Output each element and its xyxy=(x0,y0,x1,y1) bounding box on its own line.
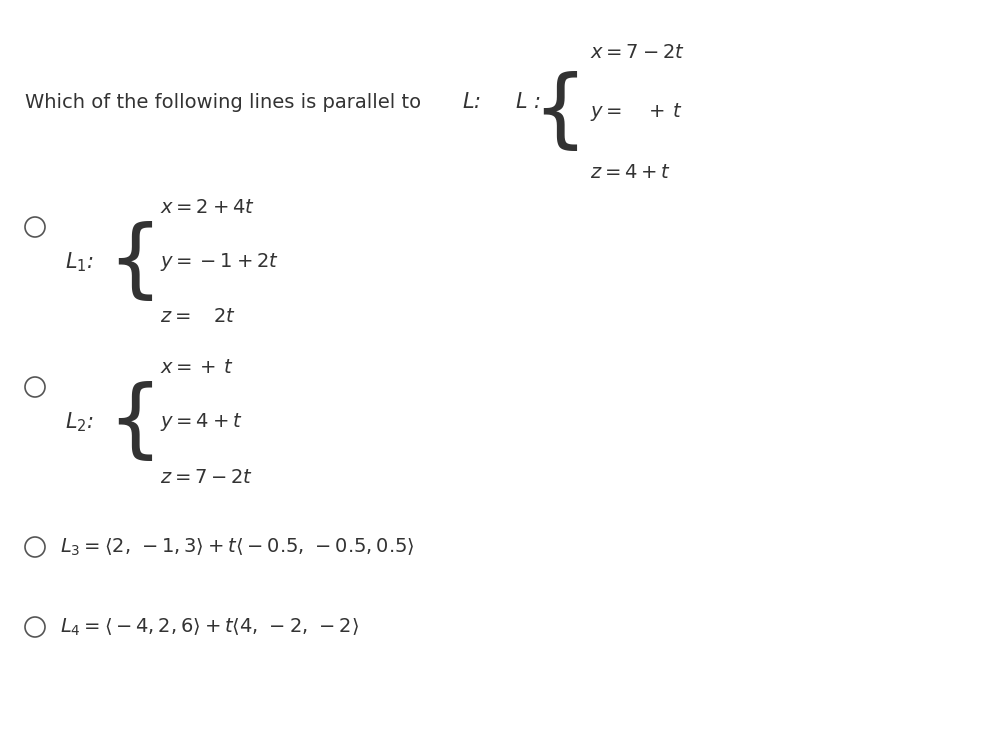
Text: {: { xyxy=(108,381,162,463)
Text: $x = +\,t$: $x = +\,t$ xyxy=(160,357,233,376)
Text: $L_3 = \langle 2,\,-1,3\rangle + t\langle -0.5,\,-0.5,0.5\rangle$: $L_3 = \langle 2,\,-1,3\rangle + t\langl… xyxy=(60,537,415,558)
Text: $z = \quad 2t$: $z = \quad 2t$ xyxy=(160,307,236,326)
Text: $L_1$:: $L_1$: xyxy=(65,250,94,274)
Text: {: { xyxy=(108,220,162,304)
Text: Which of the following lines is parallel to: Which of the following lines is parallel… xyxy=(25,92,427,111)
Text: $x = 2+4t$: $x = 2+4t$ xyxy=(160,198,255,217)
Text: $L_2$:: $L_2$: xyxy=(65,410,94,434)
Text: {: { xyxy=(533,70,587,154)
Text: $z = 7 - 2t$: $z = 7 - 2t$ xyxy=(160,468,253,487)
Text: $y = 4+t$: $y = 4+t$ xyxy=(160,411,243,433)
Text: $L$:: $L$: xyxy=(462,92,481,112)
Text: $L$ :: $L$ : xyxy=(515,92,541,112)
Text: $y = \quad+\,t$: $y = \quad+\,t$ xyxy=(590,101,682,123)
Text: $x = 7-2t$: $x = 7-2t$ xyxy=(590,42,685,61)
Text: $z = 4 + t$: $z = 4 + t$ xyxy=(590,163,671,182)
Text: $y = -1+2t$: $y = -1+2t$ xyxy=(160,251,279,273)
Text: $L_4 = \langle -4,2,6\rangle + t\langle 4,\,-2,\,-2\rangle$: $L_4 = \langle -4,2,6\rangle + t\langle … xyxy=(60,616,359,638)
